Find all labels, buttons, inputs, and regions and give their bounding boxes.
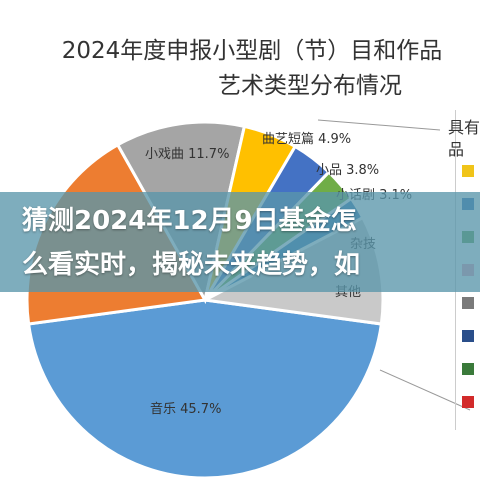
- legend-swatch: [462, 330, 474, 342]
- legend-sub: 品: [448, 140, 465, 159]
- headline-text[interactable]: 猜测2024年12月9日基金怎 么看实时，揭秘未来趋势，如: [22, 206, 361, 280]
- chart-title-line-1: 2024年度申报小型剧（节）目和作品: [61, 38, 443, 64]
- slice-label: 音乐 45.7%: [150, 401, 221, 417]
- slice-label: 小戏曲 11.7%: [145, 147, 229, 162]
- legend-header: 具有: [448, 118, 480, 137]
- legend-swatch: [462, 297, 474, 309]
- leader-line: [317, 119, 441, 131]
- legend-swatch: [462, 363, 474, 375]
- legend-swatch: [462, 165, 474, 177]
- slice-label: 小品 3.8%: [316, 163, 379, 178]
- headline-banner: [0, 192, 480, 292]
- legend-swatch: [462, 396, 474, 408]
- slice-label: 曲艺短篇 4.9%: [262, 132, 351, 147]
- pie-slice: [26, 298, 384, 480]
- chart-title-line-2: 艺术类型分布情况: [218, 73, 402, 99]
